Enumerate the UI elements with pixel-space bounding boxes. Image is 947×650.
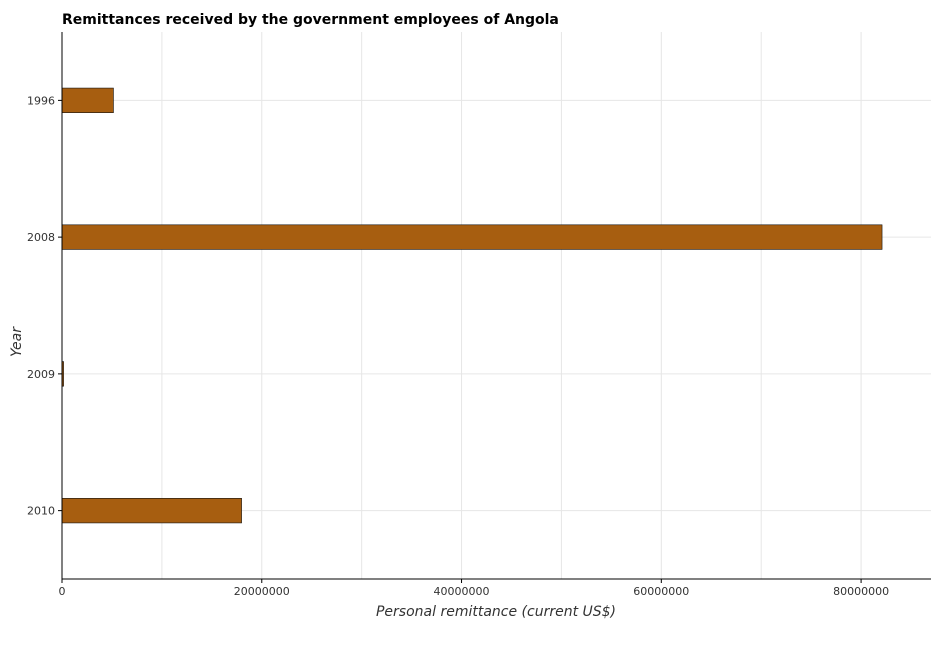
y-tick-label-1996: 1996	[27, 94, 55, 107]
y-tick-label-2008: 2008	[27, 231, 55, 244]
bar-1996	[61, 87, 114, 113]
x-axis-label: Personal remittance (current US$)	[376, 604, 616, 620]
y-axis-label: Year	[9, 326, 25, 357]
axes	[58, 32, 931, 583]
bars	[61, 87, 883, 524]
bar-2008	[61, 224, 883, 250]
x-tick-label: 20000000	[234, 585, 290, 598]
chart-title: Remittances received by the government e…	[62, 12, 559, 28]
y-tick-label-2009: 2009	[27, 368, 55, 381]
grid-lines	[61, 32, 931, 579]
x-tick-label: 80000000	[833, 585, 889, 598]
x-tick-labels: 0 20000000 40000000 60000000 80000000	[59, 585, 890, 598]
x-tick-label: 60000000	[633, 585, 689, 598]
bar-2010	[61, 498, 242, 524]
x-tick-label: 0	[59, 585, 66, 598]
y-tick-label-2010: 2010	[27, 505, 55, 518]
y-tick-labels: 1996 2008 2009 2010	[27, 94, 55, 517]
x-tick-label: 40000000	[434, 585, 490, 598]
